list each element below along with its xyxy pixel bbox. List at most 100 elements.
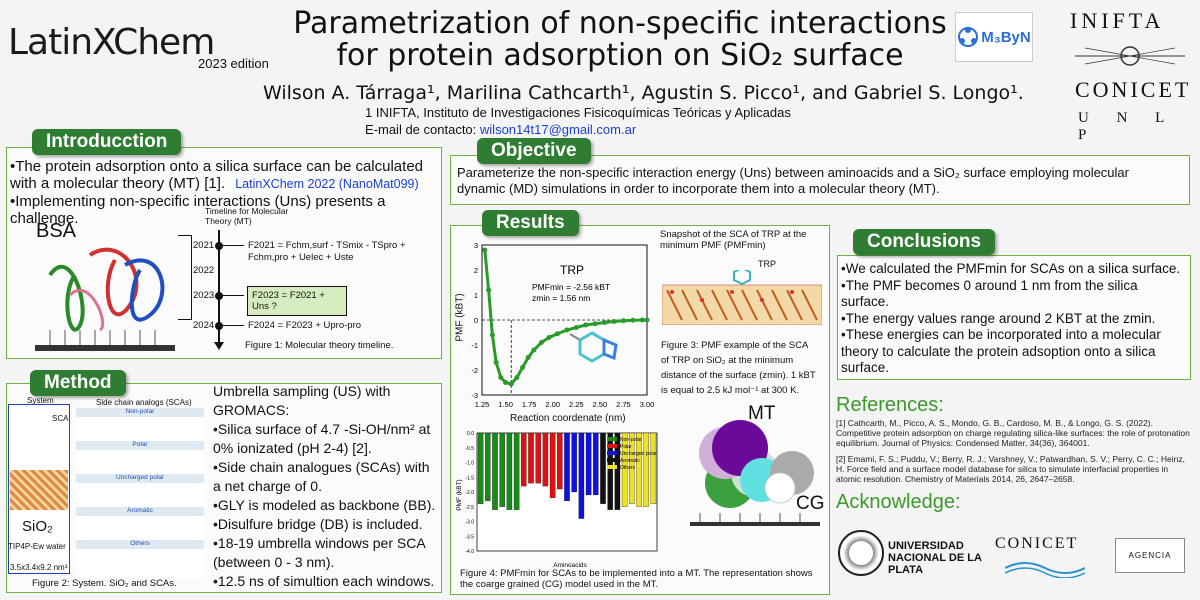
conclusions-panel: [837, 255, 1191, 380]
method-tab: Method: [30, 370, 126, 396]
pmf-point: [564, 327, 570, 333]
pmf-point: [493, 360, 499, 365]
logo-text: LatinXChem: [8, 22, 215, 63]
conclusion-1: •We calculated the PMFmin for SCAs on a …: [841, 261, 1181, 276]
dot-2024: [215, 322, 223, 330]
legend-label: Others: [620, 465, 636, 471]
pmf-point: [520, 365, 526, 370]
pmf-point: [508, 381, 514, 387]
analogs-title: Side chain analogs (SCAs): [96, 398, 192, 407]
bar: [513, 432, 520, 510]
intro-tab: Introducction: [32, 129, 182, 155]
group-others: Others: [76, 540, 204, 549]
bar: [521, 432, 527, 487]
analogs-table: Non-polar Polar Uncharged polar Aromatic…: [76, 408, 204, 578]
group-aromatic-molecules: [76, 516, 204, 540]
bsa-label: BSA: [36, 220, 77, 242]
bar: [564, 432, 570, 501]
method-line5: •Disulfure bridge (DB) is included.: [213, 516, 423, 532]
bar: [485, 432, 491, 501]
bar-ylabel: PMF (kBT): [456, 479, 463, 510]
group-nonpolar-molecules: [76, 417, 204, 441]
pmf-point: [498, 375, 504, 380]
authors: Wilson A. Tárraga¹, Marilina Cathcarth¹,…: [263, 82, 1024, 104]
cg-model-image: [690, 418, 820, 528]
pmf-plot-area: 1.25 1.50 1.75 2.00 2.25 2.50 2.75 3.00 3 2 1 0 -1 -…: [471, 241, 654, 409]
pmf-point: [482, 247, 488, 253]
trp-molecule-icon: [569, 331, 618, 363]
conclusion-4: •These energies can be incorporated into…: [841, 327, 1161, 375]
timeline-axis: [218, 230, 220, 345]
pmf-xlabel: Reaction coordenate (nm): [510, 413, 626, 424]
bar-series: [477, 432, 657, 519]
pmf-y-tick-label: 1: [474, 291, 478, 300]
water-label: TIP4P-Ew water: [8, 542, 66, 551]
equation-2024: F2024 = F2023 + Upro-pro: [248, 320, 362, 331]
poster-title: Parametrization of non-specific interact…: [290, 8, 950, 72]
pmf-x-tick-label: 3.00: [640, 400, 655, 409]
references-title: References:: [836, 394, 944, 416]
pmf-point: [602, 320, 608, 325]
group-aromatic: Aromatic: [76, 507, 204, 516]
bar-y-tick-label: -2.5: [465, 505, 474, 511]
bar: [593, 432, 599, 496]
line-2021: [222, 245, 244, 246]
pmf-y-tick-label: -1: [471, 341, 478, 350]
pmf-point: [573, 325, 579, 330]
bar: [585, 432, 592, 496]
pmf-x-tick-label: 2.75: [616, 400, 631, 409]
figure3-caption: Figure 3: PMF example of the SCA of TRP …: [661, 340, 816, 396]
method-line1: Umbrella sampling (US) with GROMACS:: [213, 383, 391, 418]
pmf-point: [489, 332, 495, 338]
acknowledge-title: Acknowledge:: [836, 491, 961, 513]
pmf-ylabel: PMF (kBT): [454, 293, 466, 342]
bar: [650, 432, 657, 504]
bar-y-tick-label: -1.0: [465, 461, 474, 467]
conclusion-2: •The PMF becomes 0 around 1 nm from the …: [841, 277, 1138, 310]
contact-email[interactable]: wilson14t17@gmail.com.ar: [479, 122, 637, 137]
bar: [643, 432, 649, 507]
contact-label: E-mail de contacto:: [365, 122, 477, 137]
pmf-point: [630, 317, 636, 323]
conicet-header-logo: CONICET: [1075, 77, 1192, 102]
intro-link[interactable]: LatinXChem 2022 (NanoMat099): [235, 177, 419, 191]
silica-snapshot-image: [661, 266, 823, 326]
pmf-x-tick-label: 2.25: [569, 400, 584, 409]
legend-swatch: [607, 444, 617, 448]
pmf-point: [592, 321, 598, 327]
sca-label: SCA: [52, 414, 69, 423]
bar: [499, 432, 505, 507]
year-2022: 2022: [193, 265, 215, 276]
bar: [607, 432, 613, 510]
reference-2: [2] Emami, F. S.; Puddu, V.; Berry, R. J…: [836, 454, 1185, 484]
group-uncharged-molecules: [76, 483, 204, 507]
legend-swatch: [607, 458, 617, 462]
bar: [535, 432, 541, 484]
objective-text: Parameterize the non-specific interactio…: [457, 165, 1129, 196]
pmf-annotation-title: TRP: [560, 263, 584, 277]
pmf-y-tick-label: -3: [471, 391, 478, 400]
pmf-point: [583, 322, 589, 328]
pmf-point: [486, 287, 492, 293]
legend-swatch: [607, 437, 617, 441]
legend-label: Uncharged polar: [620, 451, 657, 457]
bsa-protein-image: [30, 235, 180, 355]
bar: [477, 432, 484, 504]
pmf-point: [546, 335, 552, 340]
pmf-x-ticks: 1.25 1.50 1.75 2.00 2.25 2.50 2.75 3.00: [475, 400, 655, 409]
legend-label: Polar: [620, 444, 632, 450]
timeline-arrow-icon: [214, 342, 224, 350]
pmf-x-tick-label: 1.75: [522, 400, 537, 409]
sio2-label: SiO₂: [22, 518, 53, 535]
contact: E-mail de contacto: wilson14t17@gmail.co…: [365, 122, 636, 137]
bar: [621, 432, 628, 507]
pmf-point: [639, 317, 645, 323]
objective-tab: Objective: [477, 138, 591, 164]
bar: [542, 432, 549, 487]
group-uncharged: Uncharged polar: [76, 474, 204, 483]
pmf-point: [514, 375, 520, 380]
title-line1: Parametrization of non-specific interact…: [293, 6, 947, 41]
line-2024: [222, 325, 244, 326]
method-line4: •GLY is modeled as backbone (BB).: [213, 497, 436, 513]
conicet-ack-logo: CONICET: [995, 535, 1079, 552]
